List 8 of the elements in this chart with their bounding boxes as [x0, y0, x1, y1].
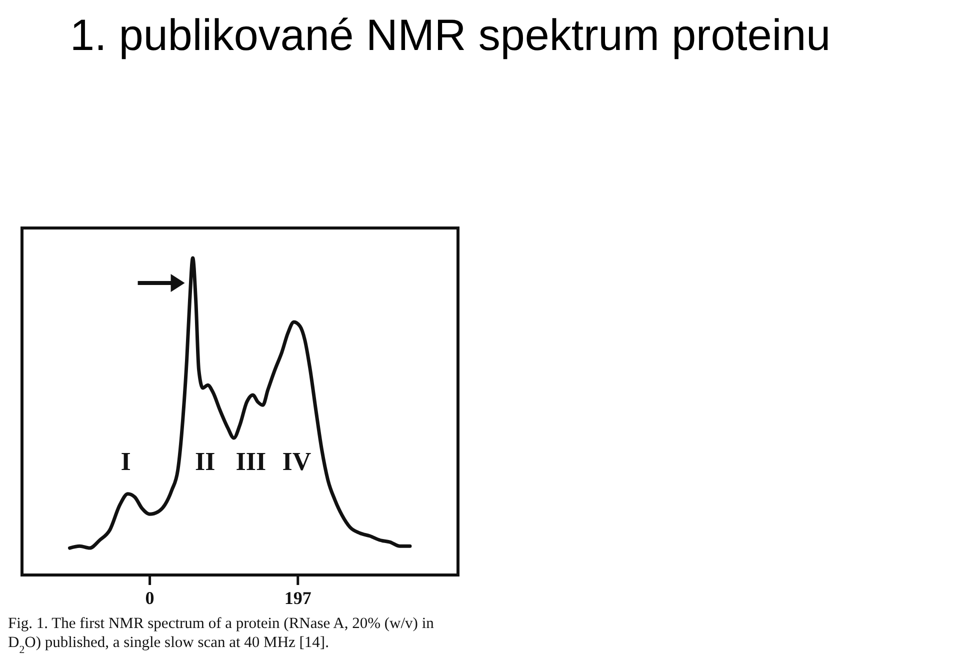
- annotation: I: [120, 447, 131, 476]
- annotation: III: [236, 447, 266, 476]
- chart-title: 1. publikované NMR spektrum proteinu: [70, 11, 831, 60]
- x-tick-label: 0: [145, 588, 154, 608]
- caption: Fig. 1. The first NMR spectrum of a protein (RNase A, 20% (w/v) in D$_{2}$O) published, a single slow scan at 40 MHz [14].: [8, 615, 434, 656]
- annotation: IV: [282, 447, 312, 476]
- annotation: II: [194, 447, 216, 476]
- x-tick-label: 197: [284, 588, 312, 608]
